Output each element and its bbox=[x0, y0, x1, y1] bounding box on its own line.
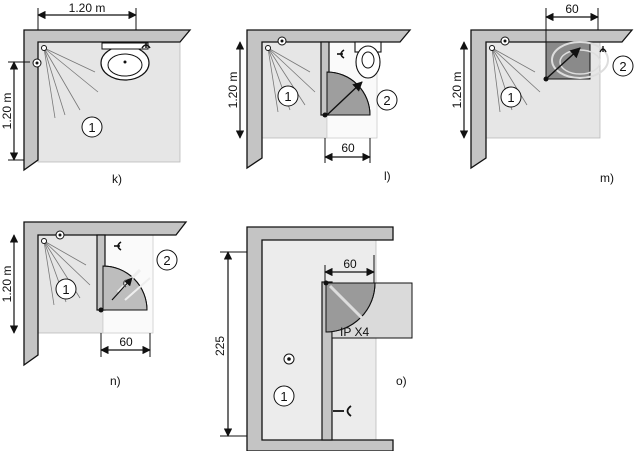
spray-lines bbox=[43, 47, 99, 119]
zone-number: 2 bbox=[619, 59, 626, 74]
shower-head-icon bbox=[489, 45, 495, 51]
dimension-label: 1.20 m bbox=[450, 72, 464, 109]
wall bbox=[246, 226, 394, 451]
zone-1-area bbox=[261, 239, 377, 441]
zone-number: 1 bbox=[62, 282, 69, 297]
diagram-label: l) bbox=[384, 169, 391, 183]
diagram-l: 1 2 1.20 m 60 l) bbox=[226, 29, 412, 183]
zone-marker bbox=[277, 85, 299, 107]
diagram-label: n) bbox=[110, 374, 121, 388]
ip-rating-label: IP X4 bbox=[340, 325, 369, 339]
dimension-label: 225 bbox=[213, 336, 227, 356]
wall bbox=[246, 29, 412, 170]
diagram-o: IP X4 1 225 60 o) bbox=[213, 226, 413, 451]
dimension-label: 1.20 m bbox=[226, 72, 240, 109]
diagram-n: 1 2 1.20 m 60 n) bbox=[0, 221, 188, 388]
zone-marker bbox=[55, 278, 77, 300]
dimension-label: 60 bbox=[565, 2, 579, 16]
wall bbox=[23, 29, 192, 172]
dimension-label: 60 bbox=[119, 335, 133, 349]
dimension-label: 1.20 m bbox=[69, 1, 106, 15]
zone-number: 1 bbox=[507, 90, 514, 105]
zone-marker bbox=[612, 55, 634, 77]
dimension-label: 60 bbox=[343, 257, 357, 271]
zone-marker bbox=[500, 86, 522, 108]
diagram-k: 1 1.20 m 1.20 m k) bbox=[0, 1, 192, 186]
diagram-label: m) bbox=[600, 171, 614, 185]
dimension-label: 1.20 m bbox=[0, 266, 14, 303]
diagram-label: k) bbox=[112, 172, 122, 186]
zone-number: 1 bbox=[284, 89, 291, 104]
shower-head-icon bbox=[41, 45, 47, 51]
wall bbox=[470, 29, 634, 170]
dimension-label: 1.20 m bbox=[0, 93, 14, 130]
zone-number: 1 bbox=[280, 389, 287, 404]
diagram-label: o) bbox=[396, 374, 407, 388]
shower-head-icon bbox=[41, 238, 47, 244]
wall bbox=[23, 221, 188, 367]
toilet bbox=[354, 41, 382, 79]
zone-number: 2 bbox=[383, 93, 390, 108]
faucet-icon bbox=[346, 405, 352, 417]
zone-number: 2 bbox=[163, 253, 170, 268]
zone-marker bbox=[81, 116, 103, 138]
diagram-m: 1 2 60 1.20 m m) bbox=[450, 2, 634, 185]
zone-marker bbox=[273, 385, 295, 407]
dimension-label: 60 bbox=[341, 141, 355, 155]
shower-head-icon bbox=[265, 45, 271, 51]
zone-marker bbox=[376, 89, 398, 111]
zone-marker bbox=[156, 249, 178, 271]
zone-number: 1 bbox=[88, 120, 95, 135]
